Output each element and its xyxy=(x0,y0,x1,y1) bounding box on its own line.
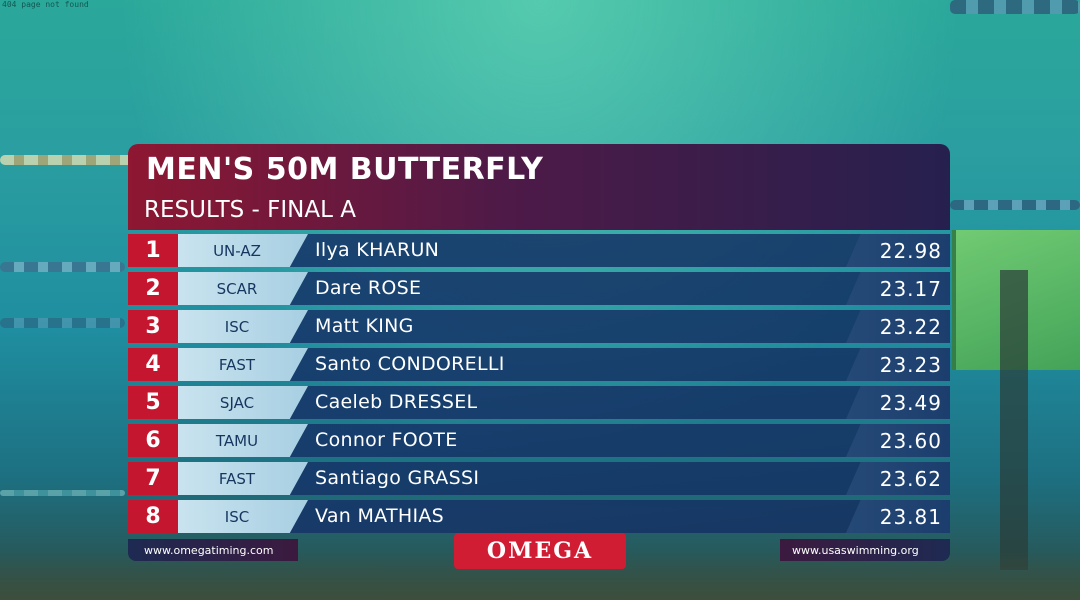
place-number: 2 xyxy=(128,272,178,305)
swimmer-name: Van MATHIAS xyxy=(315,505,445,527)
result-row: 6 TAMU Connor FOOTE 23.60 xyxy=(128,424,950,457)
event-subtitle: RESULTS - FINAL A xyxy=(144,197,356,223)
team-code: TAMU xyxy=(178,424,308,457)
swimmer-name: Santiago GRASSI xyxy=(315,467,480,489)
finish-time: 23.17 xyxy=(846,272,950,305)
team-code: SJAC xyxy=(178,386,308,419)
board-header: MEN'S 50M BUTTERFLY RESULTS - FINAL A xyxy=(128,144,950,230)
team-code: ISC xyxy=(178,310,308,343)
team-code: FAST xyxy=(178,348,308,381)
event-title: MEN'S 50M BUTTERFLY xyxy=(146,152,544,187)
team-code: ISC xyxy=(178,500,308,533)
corner-note: 404 page not found xyxy=(2,0,89,9)
result-row: 8 ISC Van MATHIAS 23.81 xyxy=(128,500,950,533)
swimmer-name: Santo CONDORELLI xyxy=(315,353,505,375)
place-number: 4 xyxy=(128,348,178,381)
board-footer: www.omegatiming.com OMEGA www.usaswimmin… xyxy=(128,533,950,573)
omega-timing-link[interactable]: www.omegatiming.com xyxy=(128,539,298,561)
place-number: 1 xyxy=(128,234,178,267)
lane-rope xyxy=(950,200,1080,210)
lane-rope xyxy=(0,490,125,496)
finish-time: 23.60 xyxy=(846,424,950,457)
finish-time: 23.49 xyxy=(846,386,950,419)
swimmer-name: Dare ROSE xyxy=(315,277,422,299)
usa-swimming-link[interactable]: www.usaswimming.org xyxy=(780,539,950,561)
place-number: 7 xyxy=(128,462,178,495)
team-code: UN-AZ xyxy=(178,234,308,267)
finish-time: 23.23 xyxy=(846,348,950,381)
swimmer-name: Connor FOOTE xyxy=(315,429,458,451)
lane-rope xyxy=(0,318,125,328)
result-row: 3 ISC Matt KING 23.22 xyxy=(128,310,950,343)
finish-time: 23.22 xyxy=(846,310,950,343)
place-number: 8 xyxy=(128,500,178,533)
lane-rope xyxy=(0,155,140,165)
finish-time: 23.62 xyxy=(846,462,950,495)
result-row: 5 SJAC Caeleb DRESSEL 23.49 xyxy=(128,386,950,419)
place-number: 6 xyxy=(128,424,178,457)
finish-time: 23.81 xyxy=(846,500,950,533)
place-number: 5 xyxy=(128,386,178,419)
finish-time: 22.98 xyxy=(846,234,950,267)
result-row: 4 FAST Santo CONDORELLI 23.23 xyxy=(128,348,950,381)
lane-rope xyxy=(950,0,1080,14)
result-row: 2 SCAR Dare ROSE 23.17 xyxy=(128,272,950,305)
swimmer-name: Matt KING xyxy=(315,315,414,337)
team-code: FAST xyxy=(178,462,308,495)
swimmer-name: Ilya KHARUN xyxy=(315,239,440,261)
team-code: SCAR xyxy=(178,272,308,305)
omega-logo: OMEGA xyxy=(454,533,626,569)
pool-wall-post xyxy=(1000,270,1028,570)
results-list: 1 UN-AZ Ilya KHARUN 22.98 2 SCAR Dare ROSE 23.1… xyxy=(128,234,950,533)
lane-rope xyxy=(0,262,125,272)
result-row: 1 UN-AZ Ilya KHARUN 22.98 xyxy=(128,234,950,267)
result-row: 7 FAST Santiago GRASSI 23.62 xyxy=(128,462,950,495)
swimmer-name: Caeleb DRESSEL xyxy=(315,391,478,413)
place-number: 3 xyxy=(128,310,178,343)
